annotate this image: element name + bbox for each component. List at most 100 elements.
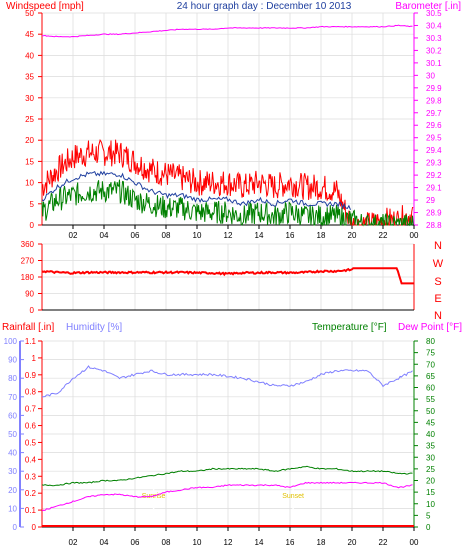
panel1-x-tick-label: 16 <box>286 231 295 240</box>
humidity-tick-label: 90 <box>8 356 17 365</box>
panel3-x-tick-label: 14 <box>255 538 264 547</box>
panel1-x-tick-label: 14 <box>255 231 264 240</box>
panel1-x-tick-label: 04 <box>100 231 109 240</box>
panel1-x-tick-label: 22 <box>379 231 388 240</box>
temperature-tick-label: 40 <box>426 430 435 439</box>
rain-tick-label: 0.5 <box>25 438 37 447</box>
panel1-left-tick-label: 35 <box>25 73 34 82</box>
panel1-left-tick-label: 50 <box>25 9 34 18</box>
panel3-x-tick-label: 02 <box>69 538 78 547</box>
panel2-direction-label: E <box>434 293 441 305</box>
panel1-left-tick-label: 45 <box>25 30 34 39</box>
sun-event-label: Sunset <box>282 493 304 500</box>
panel1-right-tick-label: 29.7 <box>426 109 442 118</box>
panel1-x-tick-label: 02 <box>69 231 78 240</box>
panel1-right-tick-label: 30.3 <box>426 34 442 43</box>
temperature-tick-label: 20 <box>426 477 435 486</box>
temperature-axis-title: Temperature [°F] <box>312 322 387 333</box>
dew-point-axis-title: Dew Point [°F] <box>398 322 462 333</box>
temperature-tick-label: 70 <box>426 360 435 369</box>
temperature-tick-label: 80 <box>426 337 435 346</box>
humidity-axis-title: Humidity [%] <box>66 322 122 333</box>
panel1-right-tick-label: 29.8 <box>426 96 442 105</box>
panel1-right-tick-label: 29.5 <box>426 134 442 143</box>
panel2-direction-label: N <box>434 310 442 322</box>
temperature-tick-label: 35 <box>426 442 435 451</box>
humidity-tick-label: 80 <box>8 374 17 383</box>
sun-event-label: Sunrise <box>142 493 166 500</box>
barometer-series <box>42 24 413 38</box>
panel1-right-tick-label: 30.5 <box>426 9 442 18</box>
panel1-left-tick-label: 15 <box>25 157 34 166</box>
panel1-x-tick-label: 12 <box>224 231 233 240</box>
wind-series <box>41 179 414 227</box>
temperature-tick-label: 65 <box>426 372 435 381</box>
panel1-right-tick-label: 29.2 <box>426 171 442 180</box>
humidity-tick-label: 30 <box>8 467 17 476</box>
humidity-tick-label: 0 <box>13 523 18 532</box>
panel1-left-tick-label: 5 <box>30 200 35 209</box>
panel2-left-tick-label: 360 <box>21 240 35 249</box>
panel3-x-tick-label: 22 <box>379 538 388 547</box>
panel1-x-tick-label: 20 <box>348 231 357 240</box>
panel3-x-tick-label: 08 <box>162 538 171 547</box>
panel2-left-tick-label: 0 <box>30 306 35 315</box>
panel1-left-tick-label: 30 <box>25 94 34 103</box>
temperature-tick-label: 50 <box>426 407 435 416</box>
panel2-left-tick-label: 180 <box>21 273 35 282</box>
panel1-right-tick-label: 29.3 <box>426 159 442 168</box>
temperature-tick-label: 25 <box>426 465 435 474</box>
panel1-right-tick-label: 28.8 <box>426 221 442 230</box>
panel1-right-tick-label: 30 <box>426 71 435 80</box>
humidity-tick-label: 20 <box>8 486 17 495</box>
panel1-right-tick-label: 29 <box>426 196 435 205</box>
rain-tick-label: 1 <box>32 354 37 363</box>
panel1-x-tick-label: 06 <box>131 231 140 240</box>
temperature-tick-label: 0 <box>426 523 431 532</box>
panel1-right-tick-label: 28.9 <box>426 209 442 218</box>
panel1-right-tick-label: 29.4 <box>426 146 442 155</box>
panel1-x-tick-label: 18 <box>317 231 326 240</box>
rain-tick-label: 0.1 <box>25 506 37 515</box>
rain-tick-label: 1.1 <box>25 337 37 346</box>
panel1-left-tick-label: 10 <box>25 179 34 188</box>
temperature-tick-label: 10 <box>426 500 435 509</box>
panel2-direction-label: S <box>434 276 441 288</box>
panel1-right-axis-title: Barometer [.in] <box>395 1 461 12</box>
temperature-tick-label: 55 <box>426 395 435 404</box>
panel3-x-tick-label: 12 <box>224 538 233 547</box>
rain-tick-label: 0.9 <box>25 371 37 380</box>
dew-point-series <box>41 481 413 512</box>
panel3-x-tick-label: 04 <box>100 538 109 547</box>
panel1-left-axis-title: Windspeed [mph] <box>6 1 84 12</box>
panel1-x-tick-label: 10 <box>193 231 202 240</box>
panel2-left-tick-label: 90 <box>25 290 34 299</box>
rain-tick-label: 0.3 <box>25 472 37 481</box>
panel1-left-tick-label: 25 <box>25 115 34 124</box>
panel1-right-tick-label: 29.9 <box>426 84 442 93</box>
humidity-tick-label: 60 <box>8 411 17 420</box>
panel2-left-tick-label: 270 <box>21 257 35 266</box>
panel2-direction-label: N <box>434 240 442 252</box>
humidity-tick-label: 40 <box>8 449 17 458</box>
panel1-title: 24 hour graph day : December 10 2013 <box>177 1 352 12</box>
rain-tick-label: 0.8 <box>25 388 37 397</box>
panel1-left-tick-label: 0 <box>30 221 35 230</box>
panel1-x-tick-label: 08 <box>162 231 171 240</box>
panel1-right-tick-label: 30.4 <box>426 21 442 30</box>
panel1-left-tick-label: 40 <box>25 51 34 60</box>
panel3-x-tick-label: 00 <box>410 538 419 547</box>
humidity-tick-label: 100 <box>4 337 18 346</box>
panel3-x-tick-label: 06 <box>131 538 140 547</box>
panel1-x-tick-label: 00 <box>410 231 419 240</box>
temperature-tick-label: 30 <box>426 453 435 462</box>
panel1-right-tick-label: 29.6 <box>426 121 442 130</box>
panel1-left-tick-label: 20 <box>25 136 34 145</box>
panel3-x-tick-label: 10 <box>193 538 202 547</box>
panel1-right-tick-label: 30.1 <box>426 59 442 68</box>
rain-tick-label: 0.2 <box>25 489 37 498</box>
panel3-x-tick-label: 16 <box>286 538 295 547</box>
panel3-x-tick-label: 20 <box>348 538 357 547</box>
humidity-series <box>41 365 413 398</box>
